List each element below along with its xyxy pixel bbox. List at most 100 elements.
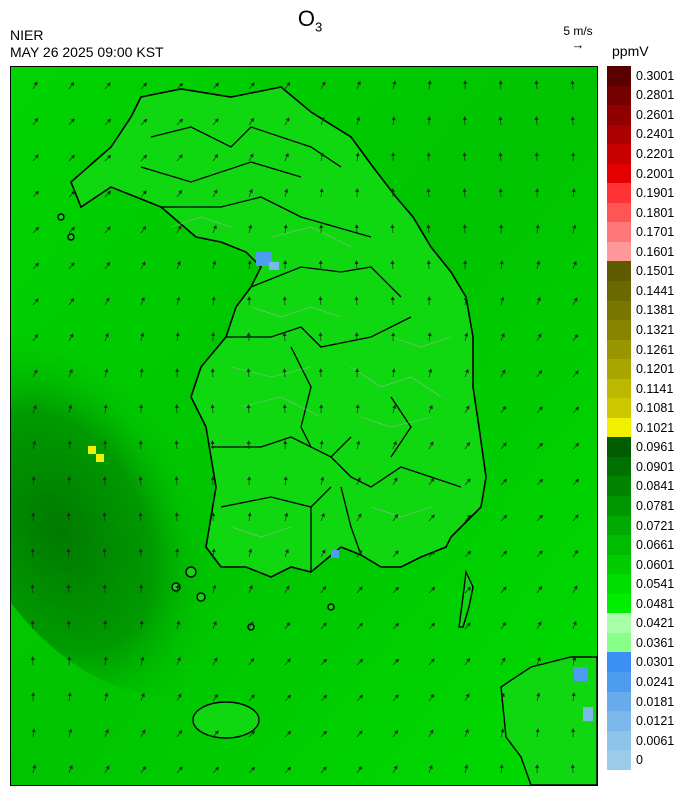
- color-scale-label: 0.2401: [636, 127, 675, 142]
- wind-arrow-head: [177, 693, 182, 698]
- wind-arrow-head: [103, 440, 108, 445]
- wind-arrow-head: [210, 404, 215, 409]
- wind-arrow-head: [103, 404, 108, 409]
- wind-arrow-head: [467, 550, 472, 555]
- wind-arrow-head: [67, 692, 72, 697]
- wind-arrow-head: [321, 512, 325, 518]
- wind-arrow-head: [211, 512, 216, 517]
- wind-arrow-head: [391, 368, 396, 373]
- wind-arrow-head: [107, 190, 112, 195]
- wind-arrow-head: [32, 404, 37, 410]
- color-scale-label: 0.1261: [636, 342, 675, 357]
- wind-arrow-head: [430, 693, 435, 699]
- wind-arrow-head: [66, 584, 71, 589]
- color-swatch: [607, 671, 631, 692]
- color-scale-label: 0.0841: [636, 479, 675, 494]
- map-panel: [10, 66, 598, 786]
- wind-arrow-head: [102, 512, 107, 517]
- wind-arrow-head: [284, 152, 289, 158]
- wind-arrow-head: [70, 297, 75, 303]
- wind-arrow-head: [428, 764, 433, 770]
- wind-arrow-head: [286, 658, 291, 663]
- wind-arrow-head: [35, 226, 40, 231]
- wind-arrow-head: [356, 440, 361, 445]
- wind-arrow-head: [391, 116, 396, 121]
- color-scale-label: 0.1381: [636, 303, 675, 318]
- wind-arrow-head: [574, 370, 579, 375]
- jeju-island: [192, 701, 260, 739]
- wind-arrow-head: [67, 440, 72, 445]
- wind-arrow-head: [282, 332, 287, 337]
- wind-arrow-head: [71, 190, 76, 195]
- wind-arrow-head: [248, 548, 253, 553]
- color-swatch: [607, 66, 631, 86]
- color-scale-label: 0: [636, 753, 643, 768]
- wind-arrow-head: [139, 584, 144, 589]
- wind-arrow-head: [247, 260, 252, 265]
- wind-arrow-head: [249, 621, 254, 626]
- wind-arrow-head: [179, 82, 184, 87]
- color-swatch: [607, 652, 631, 672]
- color-scale-label: 0.1201: [636, 362, 675, 377]
- wind-arrow-head: [320, 476, 325, 481]
- wind-arrow-head: [320, 152, 325, 157]
- wind-arrow-head: [571, 152, 576, 157]
- wind-arrow-head: [466, 622, 471, 627]
- wind-arrow-head: [283, 440, 288, 445]
- wind-arrow-head: [67, 656, 72, 661]
- wind-arrow-head: [69, 333, 74, 338]
- color-scale-label: 0.0961: [636, 440, 675, 455]
- color-scale-bar: [607, 66, 631, 770]
- wind-arrow-head: [464, 332, 469, 337]
- wind-arrow-head: [287, 766, 292, 771]
- color-swatch: [607, 339, 631, 360]
- wind-arrow-head: [34, 117, 39, 123]
- wind-arrow-head: [318, 332, 323, 337]
- wind-arrow-head: [394, 694, 399, 699]
- wind-arrow-head: [246, 368, 251, 373]
- wind-arrow-head: [143, 118, 148, 123]
- color-swatch: [607, 417, 631, 438]
- wind-arrow-head: [503, 514, 508, 519]
- wind-arrow-head: [212, 584, 217, 589]
- wind-arrow-head: [575, 406, 580, 411]
- wind-arrow-head: [107, 154, 112, 159]
- wind-arrow-head: [71, 226, 76, 231]
- wind-arrow-head: [466, 441, 471, 447]
- color-scale-label: 0.0421: [636, 616, 675, 631]
- wind-arrow-head: [138, 440, 143, 445]
- wind-arrow-head: [70, 118, 75, 123]
- color-swatch: [607, 730, 631, 751]
- wind-arrow-head: [321, 549, 326, 554]
- wind-arrow-head: [355, 404, 360, 409]
- wind-arrow-head: [538, 406, 543, 411]
- wind-arrow-head: [358, 730, 363, 735]
- wind-arrow-head: [427, 296, 432, 301]
- color-scale-label: 0.1501: [636, 264, 675, 279]
- wind-arrow-head: [534, 116, 539, 121]
- wind-arrow-head: [538, 585, 543, 591]
- wind-arrow-head: [431, 586, 436, 591]
- wind-arrow-head: [502, 405, 507, 411]
- wind-arrow-head: [176, 620, 181, 625]
- wind-arrow-head: [284, 188, 289, 193]
- wind-arrow-head: [215, 766, 220, 771]
- wind-arrow-head: [68, 404, 73, 409]
- color-scale-label: 0.0661: [636, 538, 675, 553]
- color-scale-label: 0.1141: [636, 381, 674, 396]
- wind-arrow-head: [71, 154, 76, 159]
- wind-arrow-head: [503, 478, 508, 483]
- color-swatch: [607, 632, 631, 653]
- wind-arrow-head: [572, 224, 577, 229]
- wind-arrow-head: [318, 296, 323, 301]
- color-scale-label: 0.2801: [636, 88, 675, 103]
- chart-title: O3: [297, 6, 323, 35]
- wind-arrow-head: [500, 728, 505, 733]
- hotspot-2: [96, 454, 104, 462]
- wind-arrow-head: [428, 368, 433, 373]
- wind-arrow-head: [575, 442, 580, 447]
- wind-arrow-head: [102, 584, 107, 589]
- color-scale-label: 0.1901: [636, 186, 675, 201]
- wind-arrow-head: [103, 620, 108, 625]
- color-swatch: [607, 476, 631, 497]
